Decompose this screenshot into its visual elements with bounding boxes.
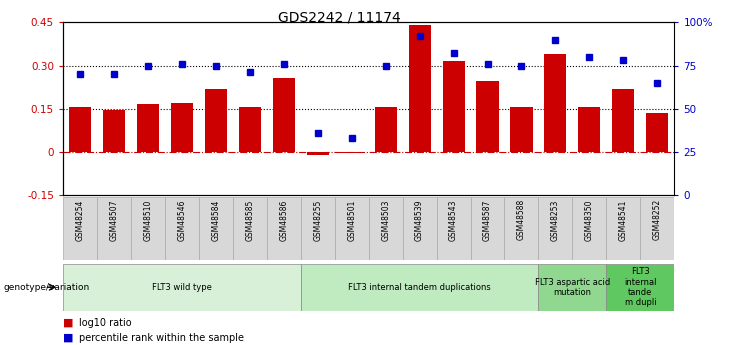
Bar — [375, 107, 396, 152]
Bar — [205, 89, 227, 152]
Text: percentile rank within the sample: percentile rank within the sample — [79, 333, 245, 343]
Text: GSM48546: GSM48546 — [177, 199, 186, 241]
Bar — [301, 264, 539, 310]
Bar — [505, 197, 539, 260]
Bar — [199, 197, 233, 260]
Bar — [471, 197, 505, 260]
Bar — [612, 89, 634, 152]
Bar — [511, 107, 533, 152]
Bar — [307, 152, 329, 155]
Bar — [476, 81, 499, 152]
Text: GSM48586: GSM48586 — [279, 199, 288, 240]
Bar — [606, 264, 674, 310]
Bar — [436, 197, 471, 260]
Bar — [539, 197, 572, 260]
Bar — [640, 197, 674, 260]
Text: GSM48350: GSM48350 — [585, 199, 594, 241]
Text: GDS2242 / 11174: GDS2242 / 11174 — [278, 10, 400, 24]
Bar — [63, 264, 301, 310]
Text: ■: ■ — [63, 318, 77, 327]
Text: FLT3
internal
tande
m dupli: FLT3 internal tande m dupli — [624, 267, 657, 307]
Bar — [368, 197, 402, 260]
Bar — [402, 197, 436, 260]
Bar — [131, 197, 165, 260]
Text: GSM48254: GSM48254 — [76, 199, 84, 240]
Bar — [233, 197, 267, 260]
Bar — [63, 197, 97, 260]
Bar — [341, 152, 362, 153]
Text: GSM48507: GSM48507 — [110, 199, 119, 241]
Bar — [646, 113, 668, 152]
Text: GSM48543: GSM48543 — [449, 199, 458, 241]
Text: GSM48503: GSM48503 — [381, 199, 390, 241]
Bar — [273, 78, 295, 152]
Text: GSM48539: GSM48539 — [415, 199, 424, 241]
Bar — [301, 197, 335, 260]
Text: GSM48252: GSM48252 — [653, 199, 662, 240]
Text: log10 ratio: log10 ratio — [79, 318, 132, 327]
Bar — [408, 25, 431, 152]
Bar — [545, 54, 566, 152]
Bar — [579, 107, 600, 152]
Bar — [165, 197, 199, 260]
Bar — [69, 107, 91, 152]
Text: GSM48588: GSM48588 — [517, 199, 526, 240]
Bar — [335, 197, 368, 260]
Text: FLT3 internal tandem duplications: FLT3 internal tandem duplications — [348, 283, 491, 292]
Bar — [606, 197, 640, 260]
Bar — [539, 264, 606, 310]
Bar — [572, 197, 606, 260]
Text: GSM48255: GSM48255 — [313, 199, 322, 240]
Text: GSM48584: GSM48584 — [211, 199, 220, 240]
Bar — [97, 197, 131, 260]
Bar — [137, 104, 159, 152]
Text: FLT3 wild type: FLT3 wild type — [152, 283, 212, 292]
Bar — [103, 110, 125, 152]
Bar — [239, 107, 261, 152]
Text: genotype/variation: genotype/variation — [4, 283, 90, 292]
Text: GSM48541: GSM48541 — [619, 199, 628, 240]
Text: ■: ■ — [63, 333, 77, 343]
Text: FLT3 aspartic acid
mutation: FLT3 aspartic acid mutation — [535, 277, 610, 297]
Text: GSM48585: GSM48585 — [245, 199, 254, 240]
Text: GSM48501: GSM48501 — [348, 199, 356, 240]
Bar — [267, 197, 301, 260]
Bar — [171, 103, 193, 152]
Bar — [442, 61, 465, 152]
Text: GSM48253: GSM48253 — [551, 199, 560, 240]
Text: GSM48510: GSM48510 — [144, 199, 153, 240]
Text: GSM48587: GSM48587 — [483, 199, 492, 240]
